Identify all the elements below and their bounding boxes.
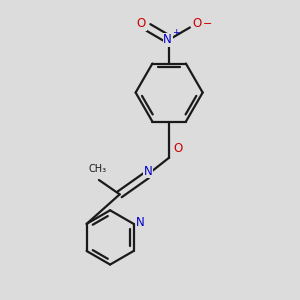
Text: N: N — [136, 216, 145, 229]
Text: O: O — [137, 17, 146, 30]
Text: −: − — [203, 19, 212, 29]
Text: O: O — [192, 17, 202, 30]
Text: N: N — [144, 165, 153, 178]
Text: CH₃: CH₃ — [88, 164, 106, 174]
Text: N: N — [163, 33, 172, 46]
Text: O: O — [173, 142, 183, 155]
Text: +: + — [172, 28, 180, 37]
